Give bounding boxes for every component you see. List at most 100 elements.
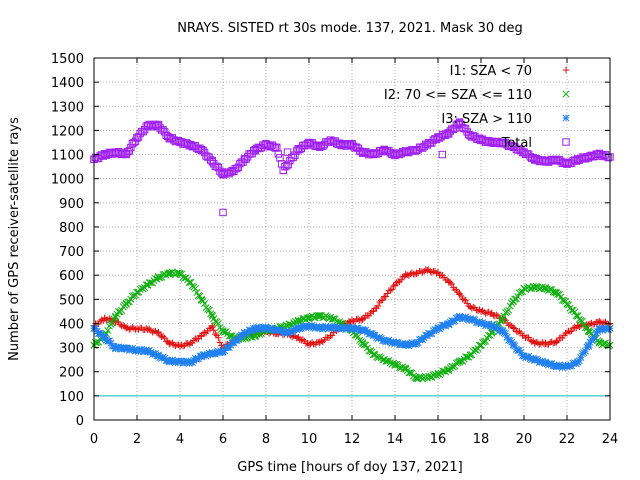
series-2-point: [165, 269, 173, 277]
series-4-point: [219, 170, 227, 178]
series-4-point: [133, 133, 141, 142]
series-2-point: [142, 281, 150, 289]
series-2-point: [122, 300, 130, 308]
y-axis: 0 100 200 300 400 500 600 700 800 900 1000 1100 1200…: [51, 52, 610, 429]
series-3-point: [488, 322, 496, 330]
series-3-point: [383, 337, 391, 345]
series-3-point: [563, 363, 571, 371]
series-3-point: [498, 327, 507, 335]
legend-marker-4: [562, 138, 570, 146]
series-3-point: [208, 350, 216, 358]
series-1-point: [167, 340, 174, 347]
series-1-point: [397, 276, 405, 284]
series-1-point: [149, 329, 156, 336]
series-2-point: [316, 312, 324, 320]
series-3-point: [391, 339, 399, 347]
series-2-point: [551, 288, 559, 296]
x-axis-label: GPS time [hours of doy 137, 2021]: [237, 460, 462, 475]
series-4-point: [316, 143, 324, 151]
series-2-point: [552, 288, 560, 296]
x-tick-label: 4: [176, 432, 184, 447]
series-1-point: [563, 329, 571, 337]
series-2-point: [201, 299, 209, 308]
series-1-point: [554, 337, 561, 345]
series-4-point: [380, 146, 388, 154]
series-2-point: [412, 374, 421, 382]
series-3-point: [359, 325, 367, 334]
series-4-point: [276, 154, 284, 162]
series-3-point: [552, 362, 560, 370]
series-1-point: [445, 278, 452, 285]
series-3-point: [581, 347, 589, 355]
series-3-point: [494, 324, 502, 332]
series-1-point: [359, 315, 366, 322]
series-3-point: [423, 331, 431, 340]
series-3-point: [349, 325, 358, 333]
series-1-point: [295, 334, 302, 342]
series-3-point: [402, 341, 410, 349]
series-3-point: [591, 333, 599, 341]
series-4-point: [165, 133, 173, 142]
series-4-point: [326, 136, 335, 144]
series-3-point: [595, 325, 603, 334]
y-tick-label: 300: [59, 342, 84, 357]
series-1-point: [514, 328, 522, 336]
series-1-point: [209, 323, 216, 331]
series-4-point: [273, 143, 281, 151]
series-3-point: [283, 329, 292, 337]
x-tick-label: 10: [301, 432, 318, 447]
series-3-point: [377, 334, 385, 342]
series-3-point: [440, 321, 448, 329]
x-tick-label: 12: [344, 432, 361, 447]
series-2-point: [111, 312, 120, 320]
series-2-point: [520, 284, 528, 293]
y-tick-label: 500: [59, 293, 84, 308]
series-3-point: [125, 346, 133, 354]
series-2-point: [211, 317, 219, 326]
legend-marker-3: [562, 114, 570, 122]
series-1-point: [391, 281, 399, 289]
series-3-point: [239, 331, 247, 340]
series-1-point: [305, 340, 313, 348]
series-1-point: [382, 293, 389, 300]
series-4-point: [445, 129, 453, 137]
series-1-point: [596, 319, 603, 326]
y-tick-label: 600: [59, 269, 84, 284]
series-4-point: [498, 138, 507, 147]
series-2-point: [498, 316, 507, 324]
series-3-point: [417, 335, 425, 343]
series-1-point: [566, 328, 574, 335]
series-3-point: [105, 337, 113, 345]
series-2-point: [208, 311, 216, 319]
y-tick-label: 1100: [51, 149, 84, 164]
series-3-point: [517, 349, 525, 357]
series-3-point: [511, 342, 519, 350]
series-1-point: [419, 269, 426, 276]
series-1-point: [166, 339, 173, 346]
series-2-point: [455, 357, 464, 365]
series-3-point: [273, 325, 281, 334]
series-3-point: [262, 324, 270, 332]
series-1-point: [456, 291, 463, 298]
series-4-point: [283, 148, 292, 156]
series-3-point: [154, 352, 163, 360]
x-tick-label: 8: [262, 432, 270, 447]
series-4-point: [197, 146, 206, 154]
series-1-point: [116, 321, 124, 328]
series-4-point: [154, 121, 163, 130]
series-4-point: [402, 148, 410, 156]
series-4-point: [230, 167, 238, 176]
series-4-point: [455, 119, 464, 127]
series-3-point: [305, 322, 313, 330]
series-1-point: [215, 334, 222, 342]
series-1-point: [434, 269, 442, 276]
series-1-point: [542, 340, 549, 348]
series-2-point: [541, 284, 550, 293]
series-1-point: [384, 290, 391, 297]
series-3-point: [412, 339, 421, 347]
x-axis: 0 2 4 6 8 10 12 14 16 18 20 22 24: [90, 58, 618, 447]
series-2-point: [462, 353, 470, 361]
series-2-point: [154, 274, 163, 282]
x-tick-label: 14: [387, 432, 404, 447]
series-4-point: [563, 160, 571, 168]
